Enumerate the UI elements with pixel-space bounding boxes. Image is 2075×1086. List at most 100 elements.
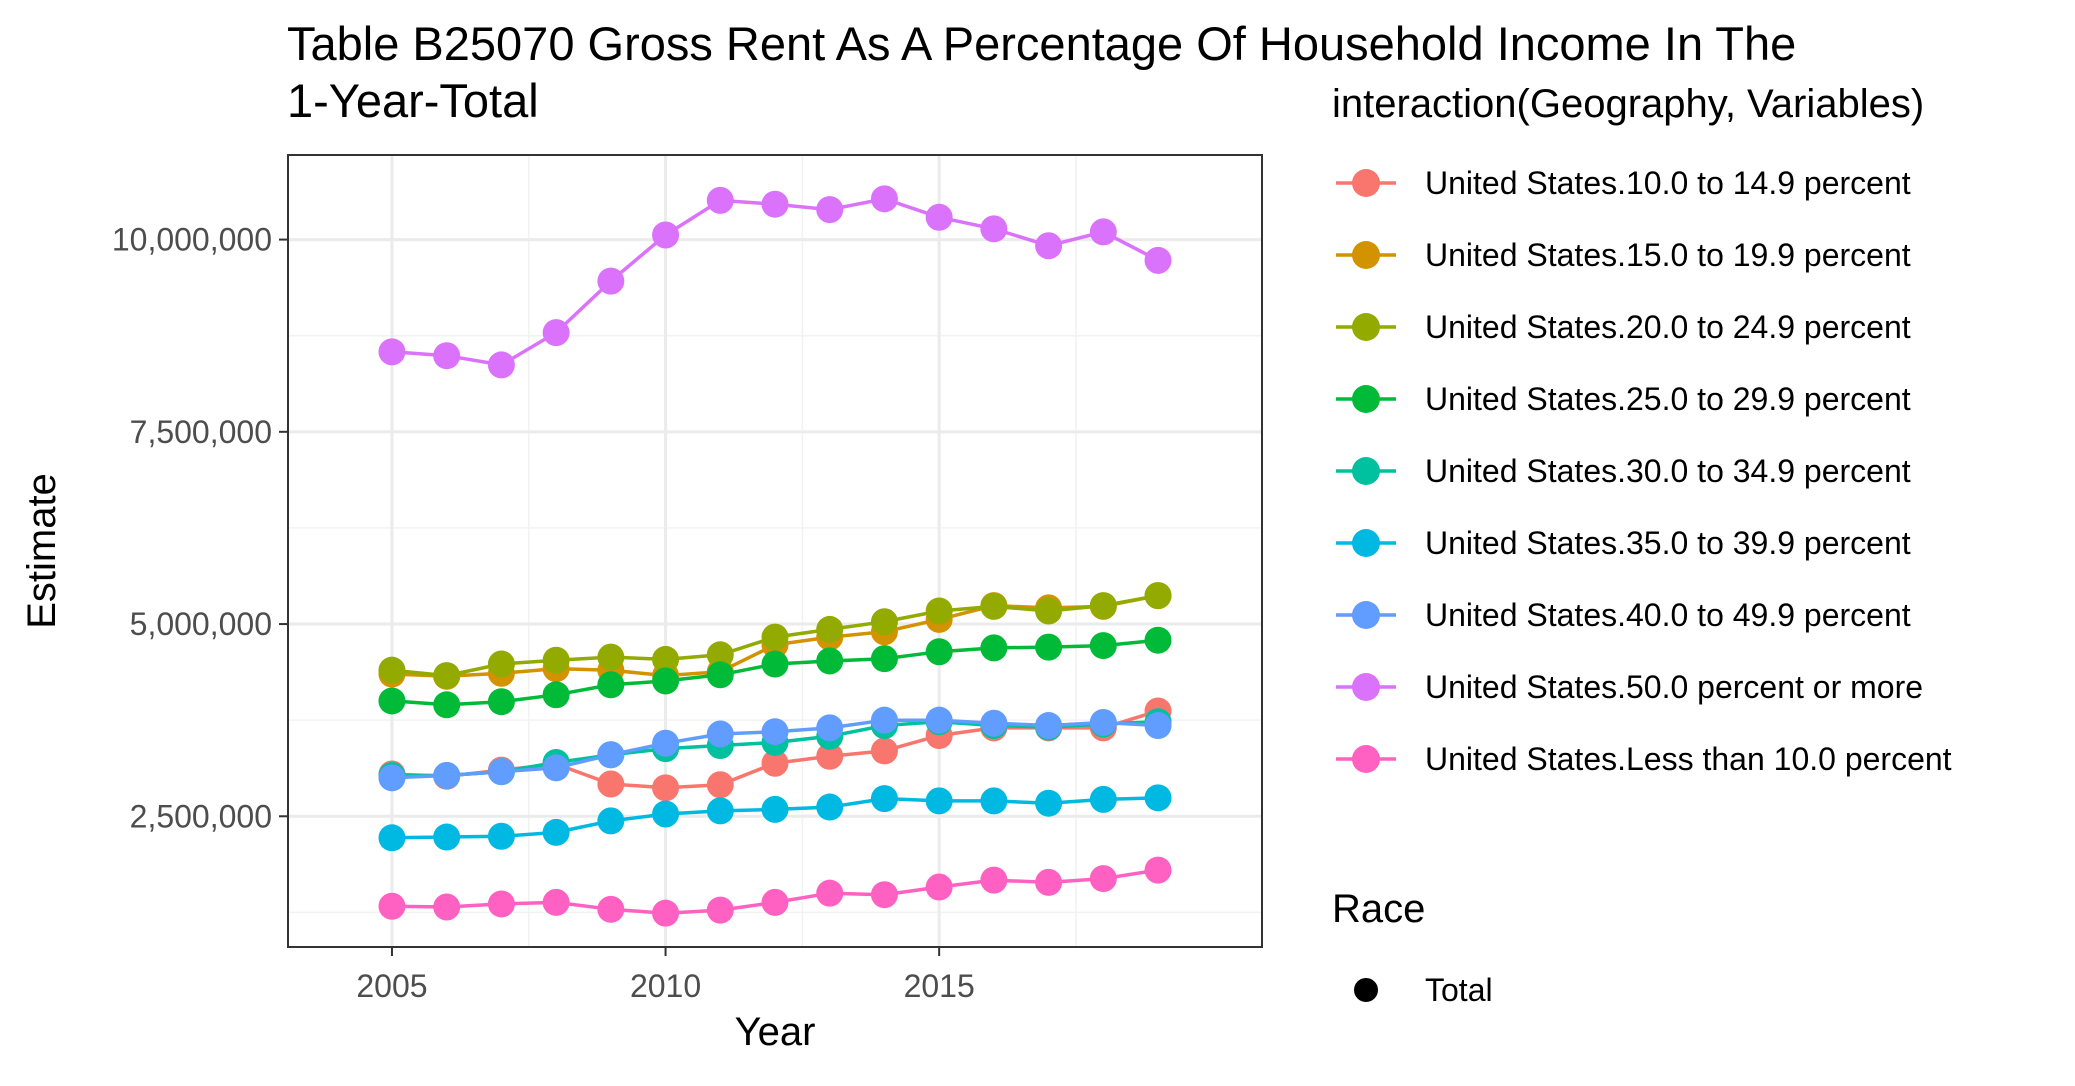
- data-point: [925, 787, 953, 815]
- data-point: [542, 319, 570, 347]
- data-point: [761, 718, 789, 746]
- data-point: [487, 650, 515, 678]
- data-point: [1035, 868, 1063, 896]
- data-point: [1035, 712, 1063, 740]
- data-point: [761, 888, 789, 916]
- series-7: [378, 185, 1172, 379]
- legend-key-point: [1352, 673, 1380, 701]
- legend-label: United States.20.0 to 24.9 percent: [1425, 309, 1911, 345]
- series-layer: [378, 185, 1172, 927]
- data-point: [597, 770, 625, 798]
- data-point: [870, 608, 898, 636]
- data-point: [597, 895, 625, 923]
- data-point: [1089, 785, 1117, 813]
- data-point: [378, 687, 406, 715]
- data-point: [761, 650, 789, 678]
- data-point: [816, 879, 844, 907]
- legend-item: United States.50.0 percent or more: [1336, 669, 1923, 705]
- legend-label: United States.30.0 to 34.9 percent: [1425, 453, 1911, 489]
- data-point: [597, 643, 625, 671]
- data-point: [433, 893, 461, 921]
- data-point: [706, 661, 734, 689]
- data-point: [597, 807, 625, 835]
- legend-item: United States.40.0 to 49.9 percent: [1336, 597, 1911, 633]
- legend-label: United States.10.0 to 14.9 percent: [1425, 165, 1911, 201]
- data-point: [597, 267, 625, 295]
- y-tick-label: 5,000,000: [130, 606, 272, 642]
- data-point: [816, 615, 844, 643]
- data-point: [925, 706, 953, 734]
- data-point: [980, 634, 1008, 662]
- data-point: [487, 890, 515, 918]
- series-8: [378, 856, 1172, 927]
- data-point: [870, 645, 898, 673]
- data-point: [980, 709, 1008, 737]
- data-point: [761, 749, 789, 777]
- data-point: [433, 662, 461, 690]
- data-point: [652, 221, 680, 249]
- data-point: [706, 186, 734, 214]
- data-point: [542, 818, 570, 846]
- legend-key-point: [1352, 601, 1380, 629]
- shape-legend-point: [1354, 978, 1378, 1002]
- data-point: [980, 866, 1008, 894]
- data-point: [652, 729, 680, 757]
- series-6: [378, 706, 1172, 792]
- legend-key-point: [1352, 745, 1380, 773]
- chart-subtitle: 1-Year-Total: [287, 74, 539, 127]
- data-point: [652, 774, 680, 802]
- data-point: [597, 671, 625, 699]
- data-point: [816, 714, 844, 742]
- legend-item: United States.15.0 to 19.9 percent: [1336, 237, 1911, 273]
- shape-legend-title: Race: [1332, 887, 1425, 931]
- legend-key-point: [1352, 313, 1380, 341]
- data-point: [433, 342, 461, 370]
- data-point: [870, 785, 898, 813]
- data-point: [706, 641, 734, 669]
- data-point: [542, 754, 570, 782]
- data-point: [925, 873, 953, 901]
- data-point: [816, 647, 844, 675]
- legend-label: United States.40.0 to 49.9 percent: [1425, 597, 1911, 633]
- data-point: [1089, 592, 1117, 620]
- series-3: [378, 626, 1172, 719]
- legend-key-point: [1352, 241, 1380, 269]
- legend-label: United States.15.0 to 19.9 percent: [1425, 237, 1911, 273]
- data-point: [706, 896, 734, 924]
- data-point: [487, 822, 515, 850]
- data-point: [1035, 597, 1063, 625]
- data-point: [378, 892, 406, 920]
- series-2: [378, 582, 1172, 690]
- data-point: [1089, 865, 1117, 893]
- plot-background: [288, 155, 1262, 947]
- y-axis-label: Estimate: [20, 473, 64, 629]
- legend-label: United States.Less than 10.0 percent: [1425, 741, 1952, 777]
- data-point: [816, 793, 844, 821]
- data-point: [761, 623, 789, 651]
- data-point: [1035, 789, 1063, 817]
- axis-layer: 2005 2010 2015 2,500,000 5,000,000 7,500,000 1…: [112, 222, 975, 1004]
- data-point: [1144, 712, 1172, 740]
- data-point: [706, 720, 734, 748]
- y-tick-label: 2,500,000: [130, 798, 272, 834]
- data-point: [433, 823, 461, 851]
- data-point: [925, 203, 953, 231]
- data-point: [1144, 784, 1172, 812]
- data-point: [1089, 632, 1117, 660]
- data-point: [1035, 232, 1063, 260]
- legend-label: United States.25.0 to 29.9 percent: [1425, 381, 1911, 417]
- data-point: [1144, 626, 1172, 654]
- series-5: [378, 784, 1172, 852]
- data-point: [378, 338, 406, 366]
- chart-title: Table B25070 Gross Rent As A Percentage …: [287, 17, 1796, 70]
- data-point: [652, 645, 680, 673]
- legend-label: United States.50.0 percent or more: [1425, 669, 1923, 705]
- data-point: [542, 888, 570, 916]
- x-tick-label: 2005: [356, 968, 427, 1004]
- data-point: [1144, 582, 1172, 610]
- data-point: [652, 800, 680, 828]
- y-tick-label: 10,000,000: [112, 222, 272, 258]
- data-point: [1035, 633, 1063, 661]
- legend-key-point: [1352, 385, 1380, 413]
